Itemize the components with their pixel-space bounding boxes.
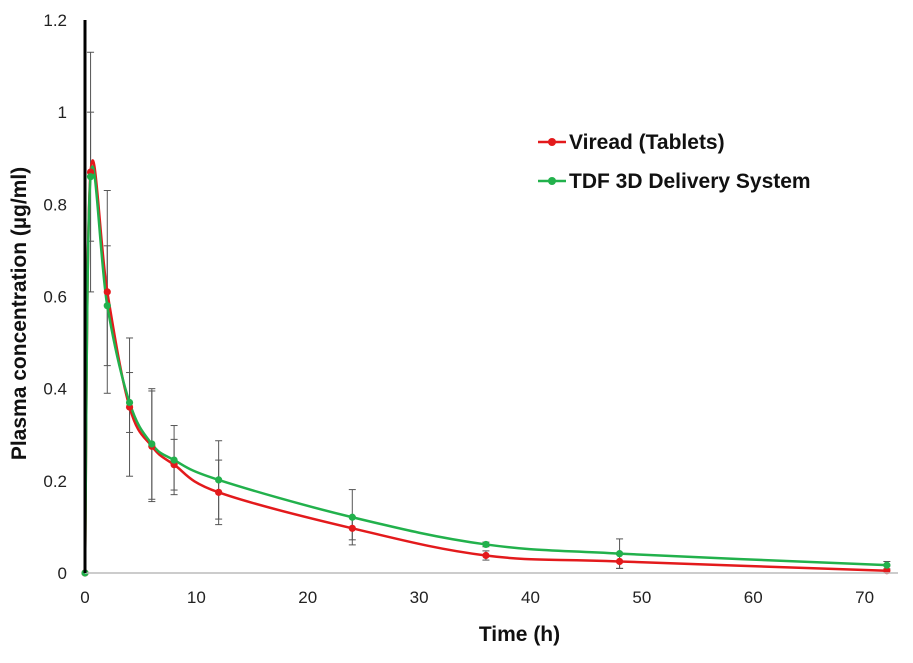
y-axis-title: Plasma concentration (µg/ml) (8, 167, 31, 460)
data-point (883, 561, 891, 569)
legend-swatch-marker (548, 138, 556, 146)
data-point (615, 557, 624, 566)
x-tick-label: 40 (521, 588, 540, 607)
data-point (482, 551, 490, 560)
x-tick-label: 70 (855, 588, 874, 607)
y-tick-label: 0.4 (43, 380, 67, 399)
series-line (83, 165, 887, 574)
data-point (615, 550, 624, 558)
data-point (482, 540, 490, 549)
y-tick-labels: 0 0.2 0.4 0.6 0.8 1 1.2 (43, 11, 67, 583)
x-tick-label: 10 (187, 588, 206, 607)
series-markers (81, 168, 891, 577)
data-point (348, 513, 356, 521)
error-bars (87, 51, 891, 574)
data-point (125, 398, 134, 407)
series-line (83, 159, 887, 574)
data-point (86, 173, 95, 181)
y-tick-label: 0.8 (43, 195, 67, 214)
data-point (215, 476, 223, 484)
legend-label: Viread (Tablets) (569, 131, 725, 154)
data-point (148, 440, 156, 448)
x-tick-label: 20 (298, 588, 317, 607)
x-axis-title: Time (h) (479, 623, 560, 646)
data-point (103, 302, 111, 310)
series-lines (83, 159, 887, 574)
data-point (215, 488, 223, 496)
legend-item-viread: Viread (Tablets) (538, 131, 725, 154)
legend-label: TDF 3D Delivery System (569, 170, 811, 193)
data-point (103, 288, 111, 296)
x-tick-label: 60 (744, 588, 763, 607)
y-tick-label: 1.2 (43, 11, 67, 30)
legend: Viread (Tablets) TDF 3D Delivery System (538, 131, 811, 193)
x-tick-labels: 0 10 20 30 40 50 60 70 (80, 588, 874, 607)
legend-swatch-marker (548, 177, 556, 185)
x-tick-label: 50 (632, 588, 651, 607)
data-point (348, 524, 356, 532)
x-tick-label: 30 (410, 588, 429, 607)
y-tick-label: 0.2 (43, 472, 67, 491)
x-tick-label: 0 (80, 588, 89, 607)
y-tick-label: 0.6 (43, 288, 67, 307)
data-point (170, 456, 178, 464)
y-tick-label: 0 (58, 564, 67, 583)
y-tick-label: 1 (58, 103, 67, 122)
legend-item-tdf-3d: TDF 3D Delivery System (538, 170, 811, 193)
